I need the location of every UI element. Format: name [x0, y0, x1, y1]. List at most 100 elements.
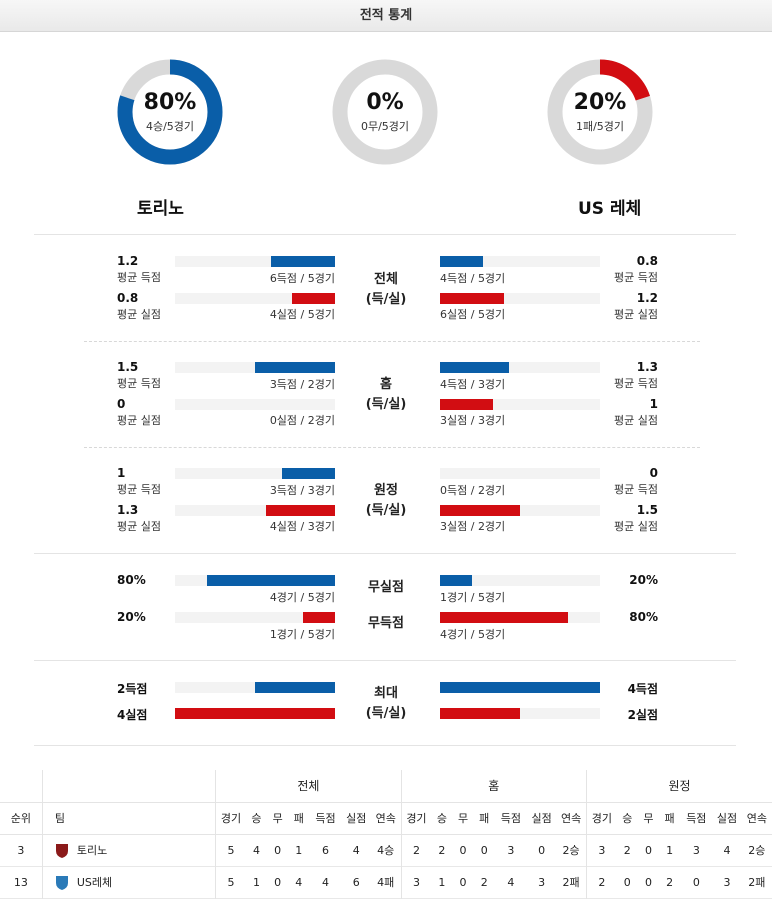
- home-no-score-caption: 1경기 / 5경기: [269, 628, 335, 641]
- away-max-conceded-value: 2실점: [627, 708, 658, 722]
- team-column-header: 팀: [41, 802, 216, 835]
- home-awaygames-scored-value: 1: [117, 466, 126, 480]
- away-stat-cell: 0: [644, 843, 652, 857]
- overall-col-2-header: 무: [267, 802, 289, 835]
- team-cell[interactable]: 토리노: [41, 834, 216, 866]
- overall-col-5-header: 실점: [341, 802, 371, 835]
- away-no-score-value: 80%: [629, 610, 658, 624]
- standings-table: 전체 홈 원정 순위 팀 경기 승 무 패 득점 실점 연속 경기 승 무 패 득점 실점 연속 경기 승 무 패…: [0, 770, 772, 899]
- away-col-1-header: 승: [616, 802, 638, 835]
- home-clean-sheet-bar: [175, 575, 335, 586]
- overall-stat-cell: 5: [215, 834, 246, 866]
- away-awaygames-conceded-caption: 3실점 / 2경기: [440, 520, 506, 533]
- overall-stat-cell: 4: [322, 875, 329, 889]
- home-homegames-scored-label: 평균 득점: [117, 377, 161, 390]
- home-no-score-value: 20%: [117, 610, 146, 624]
- home-games-section-title: 홈 (득/실): [365, 377, 407, 412]
- overall-stat-cell: 6: [322, 843, 329, 857]
- team-crest-icon: [55, 875, 68, 890]
- home-awaygames-scored-label: 평균 득점: [117, 483, 161, 496]
- page-title: 전적 통계: [0, 0, 772, 32]
- home-max-conceded-value: 4실점: [117, 708, 148, 722]
- away-no-score-bar: [440, 612, 600, 623]
- away-stat-cell: 3: [585, 834, 617, 866]
- home-clean-sheet-caption: 4경기 / 5경기: [269, 591, 335, 604]
- home-stat-cell: 4: [507, 875, 515, 889]
- away-homegames-conceded-caption: 3실점 / 3경기: [440, 414, 506, 427]
- away-awaygames-conceded-bar: [440, 505, 600, 516]
- home-stat-cell: 0: [538, 843, 546, 857]
- bar-fill: [440, 362, 509, 373]
- bar-fill: [271, 256, 335, 267]
- away-homegames-scored-label: 평균 득점: [614, 377, 658, 390]
- home-awaygames-conceded-bar: [175, 505, 335, 516]
- away-stat-cell: 0: [644, 875, 652, 889]
- divider: [34, 660, 736, 661]
- table-row[interactable]: 3 토리노 5 4 0 1 6 4 4승 2 2 0 0 3 0 2승 3 2 0 1 3 4 2승: [0, 834, 772, 866]
- bar-fill: [440, 505, 520, 516]
- away-col-4-header: 득점: [680, 802, 713, 835]
- away-awaygames-scored-bar: [440, 468, 600, 479]
- divider: [34, 745, 736, 746]
- away-stat-cell: 3: [692, 843, 700, 857]
- win-donut: 80% 4승/5경기: [116, 58, 224, 166]
- home-stat-cell: 3: [507, 843, 515, 857]
- away-col-3-header: 패: [659, 802, 681, 835]
- home-homegames-conceded-bar: [175, 399, 335, 410]
- away-stat-cell: 2패: [748, 876, 766, 889]
- home-group-header: 홈: [400, 770, 587, 803]
- home-awaygames-conceded-value: 1.3: [117, 503, 139, 517]
- away-overall-conceded-bar: [440, 293, 600, 304]
- home-col-6-header: 연속: [556, 802, 587, 835]
- overall-stat-cell: 5: [215, 866, 246, 898]
- away-awaygames-scored-label: 평균 득점: [614, 483, 658, 496]
- bar-fill: [175, 708, 335, 719]
- home-awaygames-conceded-caption: 4실점 / 3경기: [269, 520, 335, 533]
- away-stat-cell: 3: [723, 875, 731, 889]
- away-stat-cell: 0: [623, 875, 631, 889]
- home-stat-cell: 2: [400, 834, 432, 866]
- home-stat-cell: 2: [480, 875, 488, 889]
- donut-arc: [117, 59, 223, 165]
- loss-donut: 20% 1패/5경기: [546, 58, 654, 166]
- home-homegames-scored-bar: [175, 362, 335, 373]
- overall-stat-cell: 4패: [377, 876, 395, 889]
- away-stat-cell: 2승: [748, 844, 766, 857]
- home-col-0-header: 경기: [400, 802, 432, 835]
- home-overall-conceded-label: 평균 실점: [117, 308, 161, 321]
- away-awaygames-scored-caption: 0득점 / 2경기: [440, 484, 506, 497]
- draw-ring: [332, 59, 438, 165]
- overall-col-3-header: 패: [288, 802, 310, 835]
- away-clean-sheet-value: 20%: [629, 573, 658, 587]
- away-max-scored-value: 4득점: [627, 682, 658, 696]
- away-overall-conceded-label: 평균 실점: [614, 308, 658, 321]
- draw-record: 0무/5경기: [360, 120, 410, 133]
- team-cell[interactable]: US레체: [41, 866, 216, 898]
- home-awaygames-conceded-label: 평균 실점: [117, 520, 161, 533]
- win-record: 4승/5경기: [145, 120, 195, 133]
- home-overall-conceded-bar: [175, 293, 335, 304]
- home-col-1-header: 승: [431, 802, 453, 835]
- away-overall-scored-bar: [440, 256, 600, 267]
- home-team-name: 토리노: [137, 199, 184, 219]
- home-overall-scored-value: 1.2: [117, 254, 139, 268]
- bar-fill: [303, 612, 335, 623]
- bar-fill: [440, 293, 504, 304]
- table-row[interactable]: 13 US레체 5 1 0 4 4 6 4패 3 1 0 2 4 3 2패 2 0 0 2 0 3 2패: [0, 866, 772, 898]
- draw-percent: 0%: [366, 90, 404, 115]
- home-col-2-header: 무: [452, 802, 474, 835]
- home-max-conceded-bar: [175, 708, 335, 719]
- away-stat-cell: 2: [585, 866, 617, 898]
- away-overall-scored-value: 0.8: [636, 254, 658, 268]
- bar-fill: [291, 293, 335, 304]
- win-ring: [117, 59, 223, 165]
- win-percent: 80%: [143, 90, 197, 115]
- away-team-name: US 레체: [578, 199, 642, 219]
- rank-cell: 3: [17, 843, 25, 857]
- bar-fill: [207, 575, 335, 586]
- home-homegames-conceded-caption: 0실점 / 2경기: [269, 414, 335, 427]
- bar-fill: [440, 612, 568, 623]
- home-stat-cell: 2패: [562, 876, 580, 889]
- away-max-scored-bar: [440, 682, 600, 693]
- home-stat-cell: 0: [480, 843, 488, 857]
